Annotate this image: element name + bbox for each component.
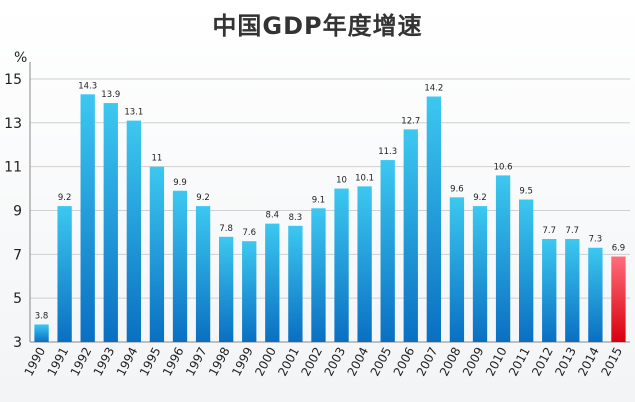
data-label: 13.9 [101,90,120,100]
x-tick-label: 1998 [206,345,233,379]
data-label: 14.2 [424,83,443,93]
chart-title: 中国GDP年度增速 [212,12,423,40]
data-label: 3.8 [35,311,49,321]
bar [57,206,72,342]
x-tick-label: 2006 [391,345,418,379]
data-label: 13.1 [124,108,143,118]
bar [265,223,280,342]
bar [449,197,465,342]
x-tick-label: 2012 [529,345,556,379]
bar [611,256,626,342]
bar [126,120,141,342]
y-tick-label: 5 [13,291,22,307]
data-label: 7.3 [589,235,603,245]
data-label: 11 [152,154,163,164]
bar [542,238,557,342]
data-label: 7.8 [219,224,233,234]
bar [426,96,441,342]
bar [403,129,418,342]
bar [334,188,349,342]
data-label: 11.3 [378,147,397,157]
data-label: 10.6 [494,162,513,172]
x-tick-label: 2014 [575,345,602,379]
bar [219,236,234,342]
bar [565,238,580,342]
x-tick-label: 2002 [298,345,325,379]
bar [195,206,211,342]
x-tick-label: 2008 [437,345,464,379]
y-tick-label: 13 [4,116,22,132]
bar [472,206,488,342]
bar [357,186,372,342]
bar [80,94,95,342]
x-tick-label: 2000 [252,345,279,379]
data-label: 9.5 [519,187,533,197]
data-label: 14.3 [78,81,97,91]
data-label: 12.7 [401,116,420,126]
x-tick-label: 1995 [137,345,164,379]
data-label: 8.4 [266,211,280,221]
x-tick-label: 2015 [598,345,625,379]
bar [311,208,326,342]
data-label: 9.2 [473,193,487,203]
x-tick-label: 2010 [483,345,510,379]
y-tick-label: 7 [13,247,22,263]
data-label: 7.7 [566,226,580,236]
bar [519,199,534,342]
bar [380,160,395,342]
x-tick-label: 1990 [21,345,48,379]
x-tick-label: 2004 [345,345,372,379]
x-tick-label: 2013 [552,345,579,379]
x-tick-label: 1992 [68,345,95,379]
y-tick-label: 11 [4,160,22,176]
bar [172,190,188,342]
x-tick-label: 2007 [414,345,441,379]
bar [242,241,257,342]
data-label: 7.7 [542,226,556,236]
bar [288,225,303,342]
x-tick-label: 1993 [91,345,118,379]
x-tick-label: 2001 [275,345,302,379]
bar [149,166,165,342]
x-tick-label: 1996 [160,345,187,379]
y-tick-label: 9 [13,203,22,219]
data-label: 9.1 [312,195,326,205]
data-label: 9.6 [450,184,464,194]
data-label: 10.1 [355,173,374,183]
x-tick-label: 2011 [506,345,533,379]
data-label: 10 [336,176,347,186]
x-tick-label: 2009 [460,345,487,379]
data-label: 7.6 [242,228,256,238]
bar [588,247,603,342]
data-label: 9.9 [173,178,187,188]
x-tick-label: 1994 [114,345,141,379]
y-tick-label: 3 [13,335,22,351]
bar [495,175,511,342]
data-label: 9.2 [58,193,72,203]
data-label: 9.2 [196,193,210,203]
bar [34,324,49,342]
x-tick-label: 1991 [45,345,72,379]
y-axis-unit: % [14,50,27,66]
x-tick-label: 1997 [183,345,210,379]
x-tick-label: 2005 [368,345,395,379]
x-tick-label: 2003 [321,345,348,379]
bar [103,103,118,343]
data-label: 6.9 [612,244,626,254]
x-tick-label: 1999 [229,345,256,379]
data-label: 8.3 [289,213,303,223]
y-tick-label: 15 [4,72,22,88]
